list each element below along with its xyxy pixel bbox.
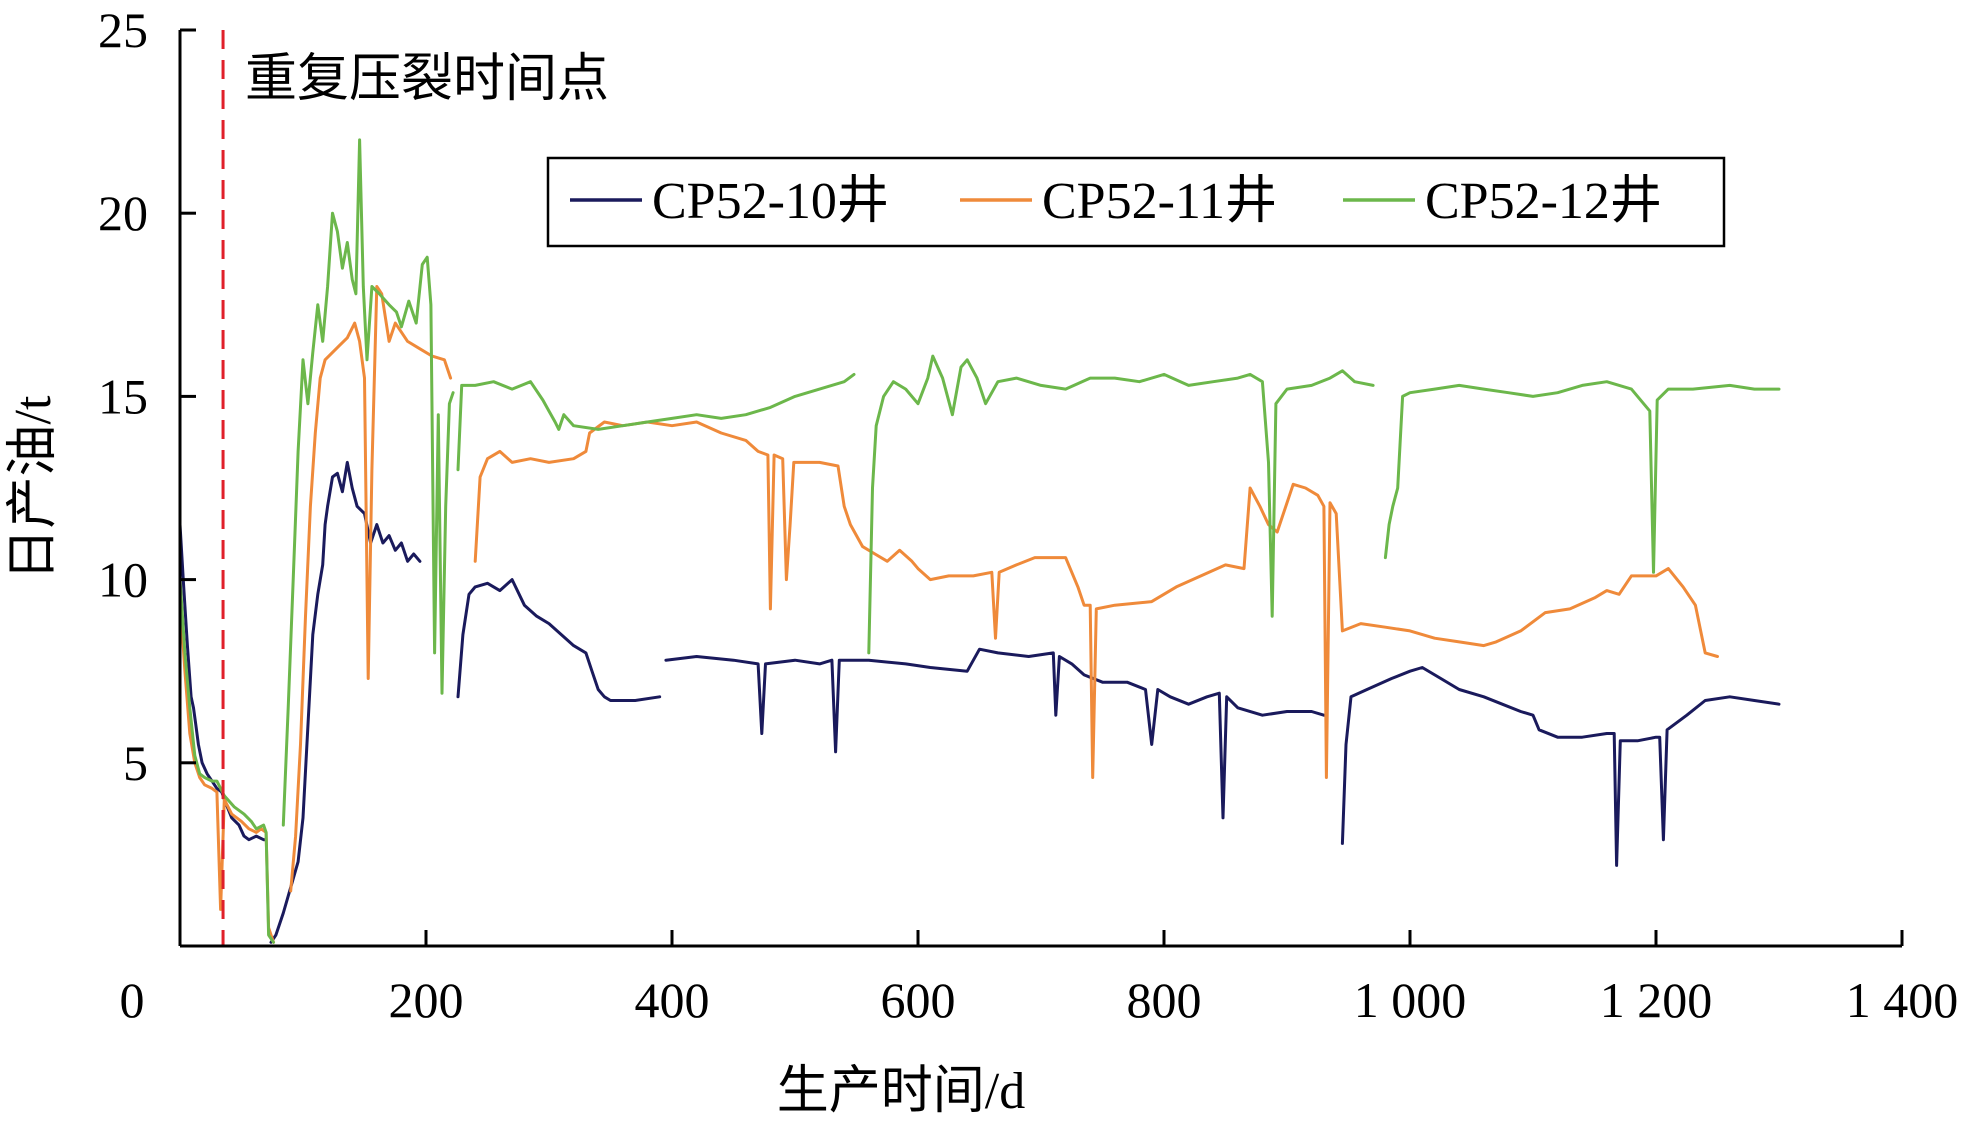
- y-tick-label: 10: [98, 552, 148, 608]
- y-axis-ticks: 5 10 15 20 25: [98, 2, 196, 791]
- refracture-annotation-label: 重复压裂时间点: [245, 51, 609, 108]
- series-line-1: [178, 460, 1781, 944]
- x-axis-ticks: 200 400 600 800 1 000 1 200 1 400: [389, 930, 1959, 1028]
- y-tick-label: 15: [98, 368, 148, 424]
- x-tick-label: 200: [389, 972, 464, 1028]
- legend-items: CP52-10井 CP52-11井 CP52-12井: [570, 173, 1662, 230]
- legend-box: [546, 156, 1726, 248]
- legend-label-2: CP52-11井: [1042, 173, 1277, 230]
- y-tick-label: 5: [123, 735, 148, 791]
- x-tick-label: 800: [1127, 972, 1202, 1028]
- origin-tick-label: 0: [120, 972, 145, 1028]
- series-line-3: [178, 138, 1781, 944]
- x-tick-label: 600: [881, 972, 956, 1028]
- y-axis-title: 日产油/t: [5, 395, 62, 580]
- y-tick-label: 25: [98, 2, 148, 58]
- x-tick-label: 1 400: [1846, 972, 1959, 1028]
- x-tick-label: 1 000: [1354, 972, 1467, 1028]
- legend-label-1: CP52-10井: [652, 173, 889, 230]
- y-tick-label: 20: [98, 185, 148, 241]
- legend: CP52-10井 CP52-11井 CP52-12井: [546, 156, 1726, 248]
- x-axis-title: 生产时间/d: [777, 1063, 1025, 1120]
- x-tick-label: 400: [635, 972, 710, 1028]
- series-line-2: [178, 285, 1719, 944]
- series-layer: [178, 138, 1781, 944]
- x-tick-label: 1 200: [1600, 972, 1713, 1028]
- legend-label-3: CP52-12井: [1425, 173, 1662, 230]
- axes-layer: [178, 30, 1902, 948]
